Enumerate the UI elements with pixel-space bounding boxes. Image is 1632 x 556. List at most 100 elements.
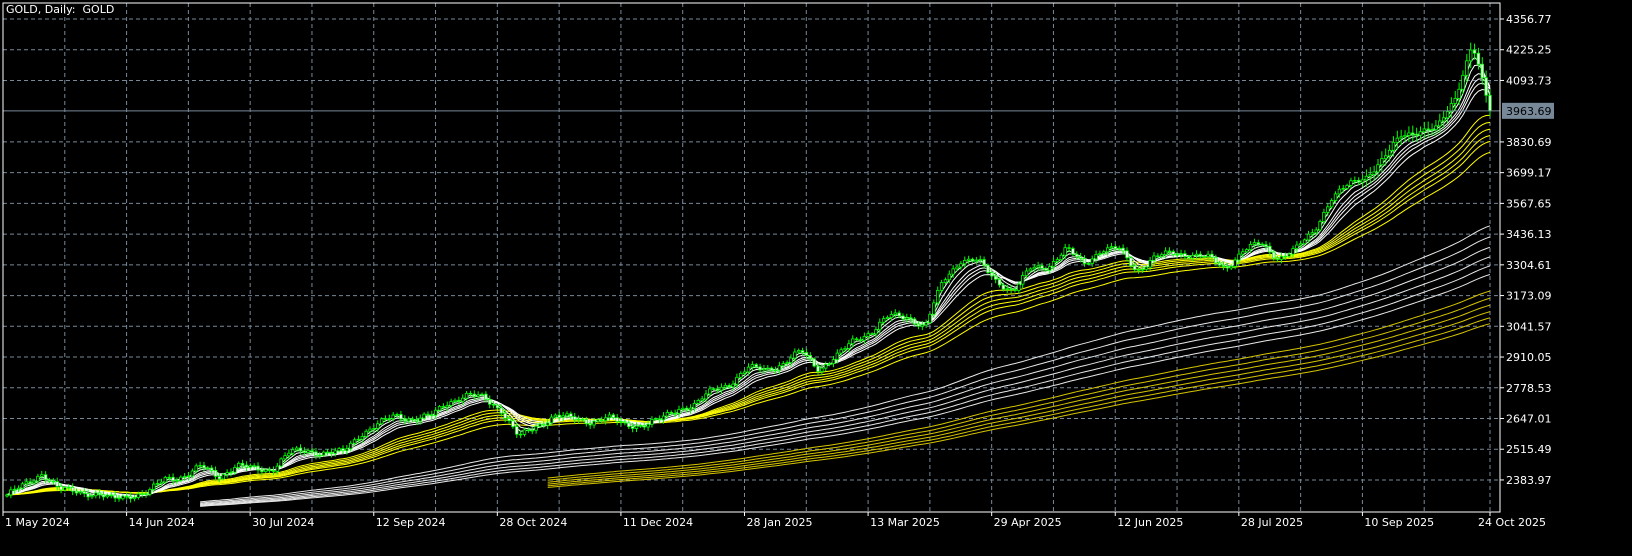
candle-body-bull [445,405,449,408]
candle [244,461,249,471]
candle-body-bull [194,465,198,472]
candle [1329,198,1334,210]
candle-body-bull [182,476,187,478]
candle [1028,267,1033,273]
candle-body-bull [719,386,724,391]
candle-body-bull [634,425,639,429]
candle [1244,248,1249,254]
candle [206,465,210,470]
ma-slow-yellow [547,290,1491,479]
candle-body-bull [596,419,600,422]
candle [677,405,681,418]
candle [619,417,623,426]
candle [1071,246,1075,257]
candle-body-bear [1121,247,1125,252]
price-tick-label: 3830.69 [1506,136,1552,149]
candle [773,366,778,374]
candle [766,365,770,372]
candle-body-bear [518,433,523,436]
candle-body-bull [677,409,681,414]
candle-body-bull [951,268,955,275]
candle [742,369,747,377]
candle-body-bear [615,417,619,422]
candle-body-bull [576,418,581,421]
candle [449,398,453,409]
candle [1187,254,1191,260]
candle-body-bear [526,429,531,432]
candle-body-bull [1063,247,1067,256]
candle-body-bear [993,275,998,280]
ma-fast-white [6,88,1491,496]
ma-slow-yellow [547,323,1491,488]
candle-body-bull [476,394,480,397]
candle-body-bull [654,418,658,420]
candle-body-bull [789,357,793,364]
candle-body-bull [681,407,685,410]
candle-body-bear [511,420,515,428]
candle-body-bear [630,426,635,429]
candle-body-bull [766,367,770,370]
candle-body-bear [584,419,588,425]
candle [1287,252,1291,259]
candle [1221,261,1226,271]
candle [835,349,840,364]
price-axis: 4356.77 4225.25 4093.73 3830.69 3699.17 3567.… [1500,13,1552,487]
candle-body-bull [688,407,693,411]
candle [797,348,801,355]
candle-body-bear [1217,262,1222,266]
candle-body-bear [1009,288,1013,290]
candle [1117,245,1121,252]
candle-body-bull [1051,261,1056,268]
candle [978,255,982,264]
price-tick-label: 4093.73 [1506,74,1552,87]
candle-body-bull [1098,252,1102,255]
candle [727,383,731,389]
candle [213,466,218,481]
candle-body-bear [870,333,874,335]
candle [1380,151,1384,172]
candle [1109,242,1114,252]
candle [1445,106,1450,124]
candle [70,483,75,496]
candle-body-bear [812,358,816,367]
candle-body-bull [603,417,608,422]
candle [1391,136,1396,157]
candle-body-bull [264,469,268,473]
candle-body-bull [959,263,963,268]
current-price-badge: 3963.69 [1502,102,1554,119]
candle [202,461,206,472]
candle-body-bull [1349,180,1353,186]
candle-body-bear [488,398,492,405]
candle [32,478,36,486]
candle [1013,287,1017,293]
candle [461,394,465,406]
chart-title: GOLD, Daily: GOLD [6,3,115,16]
candle [16,485,21,493]
candle-body-bull [190,470,195,477]
candle-body-bear [1129,257,1133,267]
candle-body-bear [213,470,218,477]
candle-body-bull [291,449,295,454]
candle [1202,254,1206,259]
candle-body-bear [271,470,276,472]
candle-body-bull [140,493,144,495]
candle-body-bull [665,412,670,417]
moving-averages [6,56,1491,507]
candle-body-bear [1044,267,1048,271]
candle-body-bull [437,406,442,411]
candle [634,422,639,433]
ma-slow-white [200,246,1491,505]
candle [186,472,191,481]
candle-body-bear [256,465,260,471]
candle-body-bull [773,369,778,372]
candle [1152,252,1156,265]
candle-body-bull [221,473,225,480]
candle-body-bear [267,469,272,471]
candle [1171,249,1176,257]
candle [445,401,449,411]
candle [1337,185,1342,198]
candle [839,347,843,356]
candle [1206,250,1210,261]
candle-body-bull [13,488,17,491]
